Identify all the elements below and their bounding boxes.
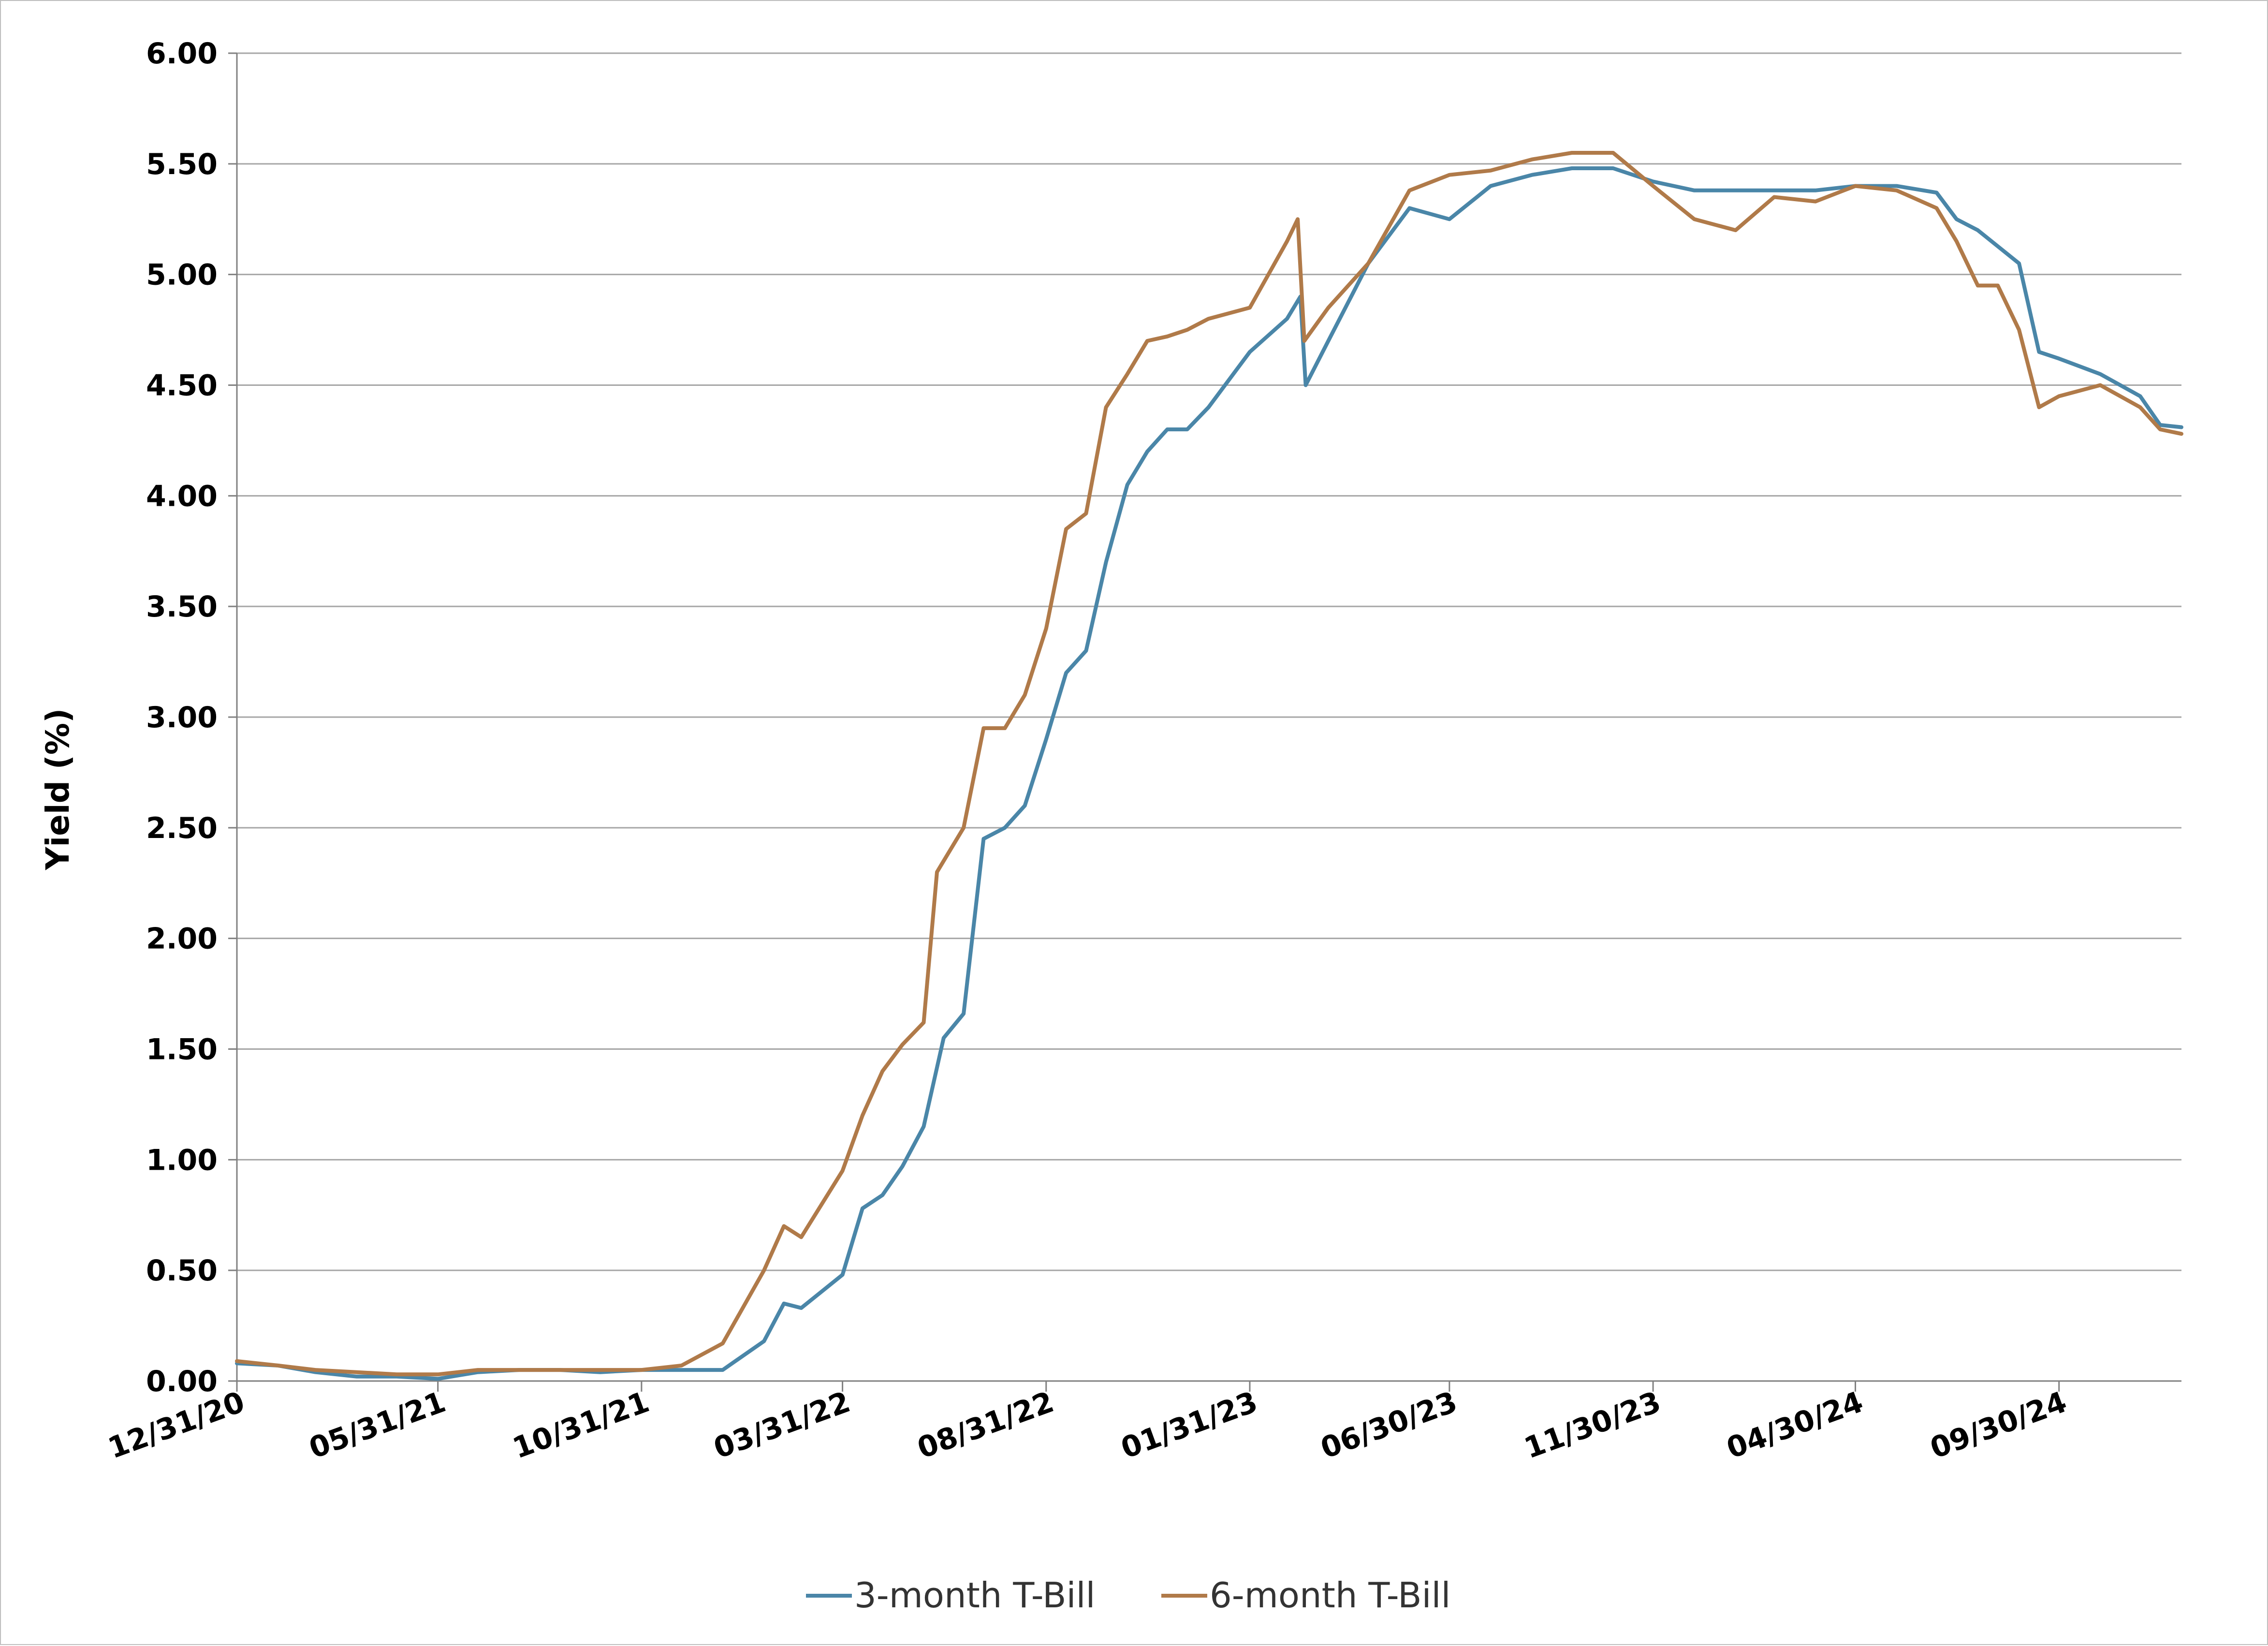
x-tick-labels: 12/31/20 05/31/21 10/31/21 03/31/22 08/31/22… [104,1381,2071,1466]
y-tick-label: 0.00 [146,1365,218,1398]
y-tick-label: 3.00 [146,701,218,735]
series-line-3-month [235,166,2183,1381]
y-tick-label: 4.00 [146,479,218,513]
y-tick-label: 5.00 [146,258,218,292]
y-tick-label: 3.50 [146,590,218,624]
y-tick-label: 6.00 [146,37,218,71]
x-tick-label: 11/30/23 [1520,1385,1666,1465]
gridlines [228,52,2181,1382]
y-tick-label: 2.50 [146,811,218,845]
x-tick-label: 08/31/22 [913,1385,1058,1465]
x-tick-label: 05/31/21 [305,1385,450,1465]
y-tick-label: 0.50 [146,1254,218,1288]
legend: 3-month T-Bill 6-month T-Bill [806,1575,1451,1616]
x-tick-label: 04/30/24 [1722,1385,1868,1465]
series-line-6-month [235,151,2183,1377]
x-tick-label: 10/31/21 [508,1385,654,1465]
x-tick-label: 09/30/24 [1926,1385,2071,1465]
y-axis-title: Yield (%) [39,708,76,870]
y-tick-label: 2.00 [146,922,218,956]
y-tick-label: 1.50 [146,1033,218,1067]
y-tick-label: 1.00 [146,1143,218,1177]
axes [236,53,2181,1382]
legend-label: 3-month T-Bill [854,1575,1096,1616]
series-lines [235,151,2183,1381]
legend-label: 6-month T-Bill [1210,1575,1451,1616]
x-tick-label: 06/30/23 [1317,1385,1462,1465]
y-tick-label: 5.50 [146,147,218,181]
y-tick-label: 4.50 [146,369,218,403]
x-tick-label: 01/31/23 [1117,1385,1262,1465]
y-tick-labels: 0.00 0.50 1.00 1.50 2.00 2.50 3.00 3.50 4.00 4.50… [146,37,218,1398]
x-tick-label: 03/31/22 [709,1385,855,1465]
